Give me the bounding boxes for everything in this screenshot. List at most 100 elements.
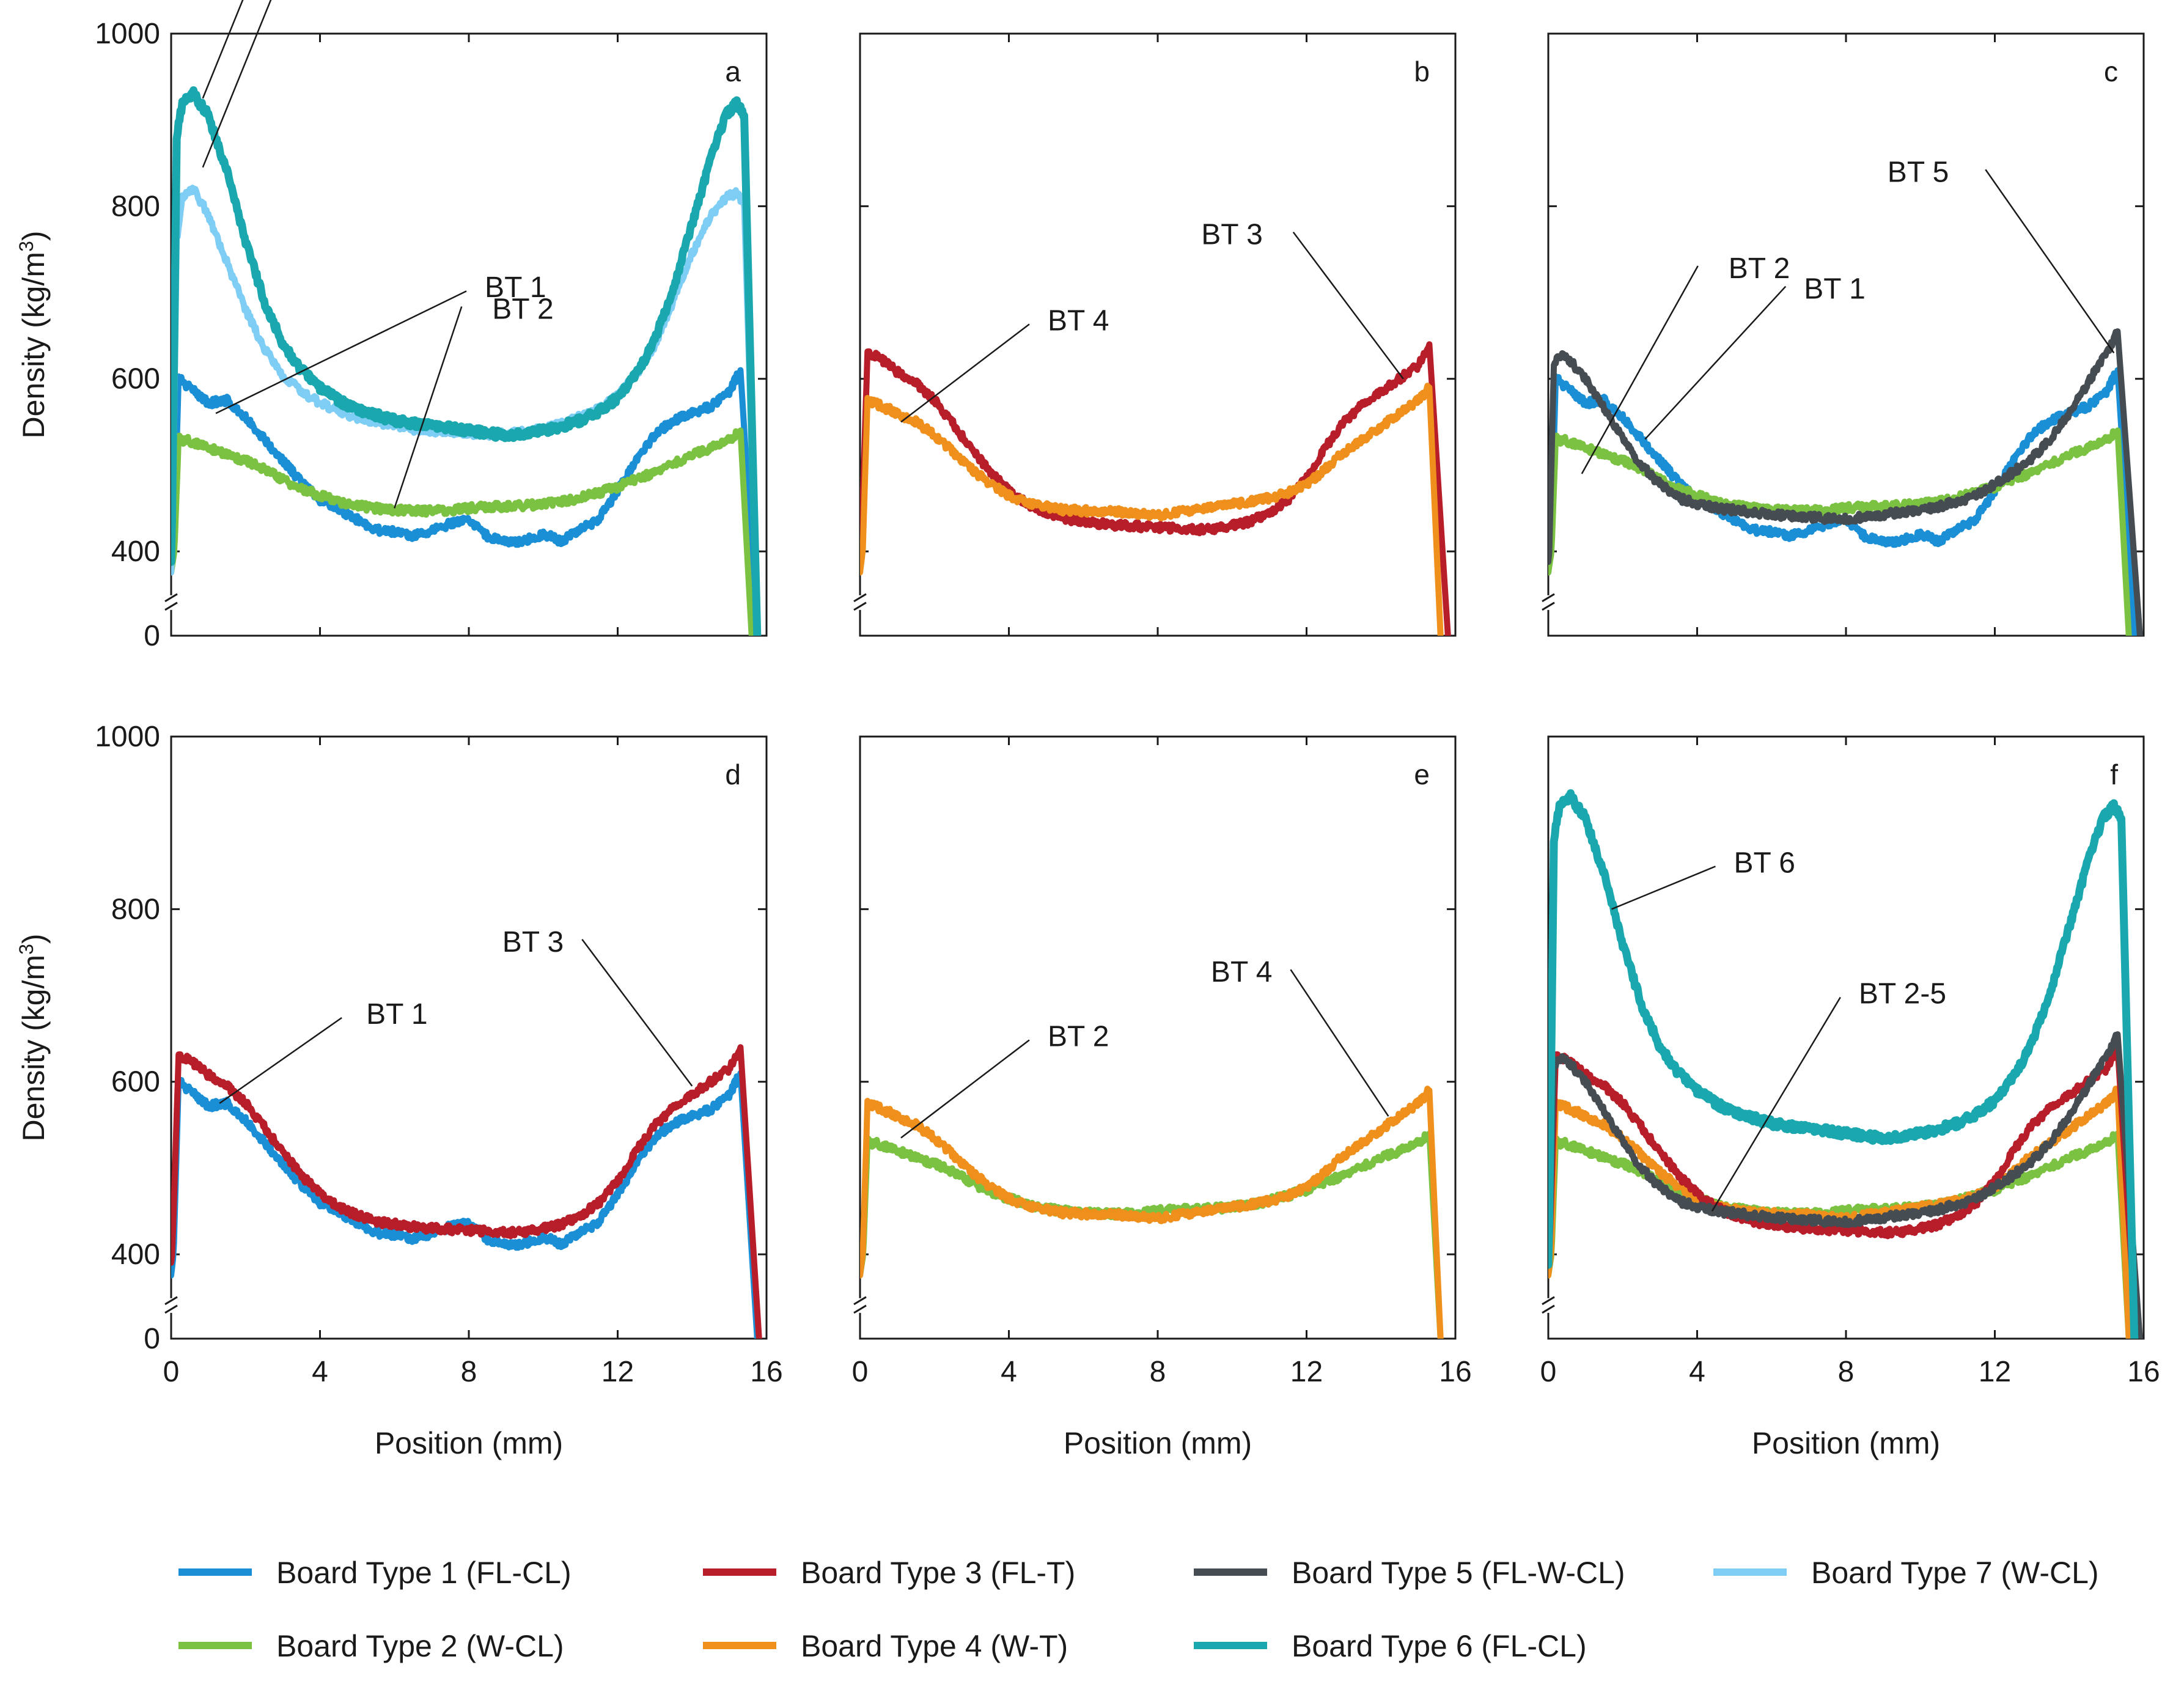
- y-tick-label: 600: [111, 363, 160, 395]
- annotation: BT 2-5: [1711, 978, 1946, 1212]
- annotation-leader: [900, 323, 1030, 423]
- x-tick-label: 16: [750, 1356, 782, 1388]
- annotation-label: BT 2-5: [1859, 978, 1946, 1010]
- x-tick-label: 0: [163, 1356, 180, 1388]
- x-tick-label: 16: [1439, 1356, 1471, 1388]
- y-tick-label: 800: [111, 190, 160, 222]
- panel-b: b BT 4 BT 3: [853, 32, 1457, 637]
- series-group: [1548, 328, 2143, 636]
- plot-frame: [859, 32, 1457, 637]
- x-axis-title: Position (mm): [1752, 1426, 1940, 1460]
- plot-frame: [859, 735, 1457, 1340]
- x-tick-label: 4: [1001, 1356, 1017, 1388]
- legend-label: Board Type 2 (W-CL): [276, 1629, 564, 1663]
- series-line-bt4: [860, 383, 1444, 636]
- legend-label: Board Type 7 (W-CL): [1811, 1556, 2099, 1590]
- y-tick-label: 400: [111, 535, 160, 568]
- annotation-leader: [1611, 866, 1716, 910]
- annotation-label: BT 1: [1804, 273, 1866, 306]
- annotation-label: BT 4: [1048, 304, 1109, 337]
- y-axis-title: Density (kg/m3): [15, 933, 51, 1141]
- y-tick-label: 1000: [95, 18, 160, 50]
- legend-label: Board Type 1 (FL-CL): [276, 1556, 572, 1590]
- panel-d: 0 400 600 800 1000 0 4 8 12 16 d BT 1 BT 3: [95, 721, 782, 1388]
- x-tick-label: 0: [1540, 1356, 1557, 1388]
- legend-entry-bt4: Board Type 4 (W-T): [703, 1629, 1068, 1663]
- panel-c: c BT 2 BT 1 BT 5: [1542, 32, 2145, 637]
- legend-entry-bt6: Board Type 6 (FL-CL): [1194, 1629, 1587, 1663]
- x-tick-label: 12: [601, 1356, 634, 1388]
- legend-label: Board Type 5 (FL-W-CL): [1292, 1556, 1625, 1590]
- annotation-label: BT 6: [1734, 847, 1795, 879]
- annotation-leader: [581, 939, 693, 1087]
- series-line-bt6: [1548, 789, 2139, 1339]
- annotation-label: BT 2: [1048, 1021, 1109, 1053]
- annotation-leader: [1644, 285, 1787, 440]
- legend: Board Type 1 (FL-CL) Board Type 3 (FL-T) B…: [178, 1556, 2099, 1663]
- series-group: [171, 1044, 762, 1339]
- panel-a: 0 400 600 800 1000 a BT 6BT 7 BT 1BT 2: [95, 0, 768, 652]
- annotation: BT 1: [219, 998, 428, 1105]
- axis-titles: Density (kg/m3) Density (kg/m3) Position (…: [15, 230, 1940, 1460]
- plot-frame: [170, 735, 768, 1340]
- x-axis-title: Position (mm): [1064, 1426, 1252, 1460]
- panel-letter: d: [725, 759, 741, 790]
- annotation-leader: [1290, 969, 1389, 1117]
- legend-entry-bt7: Board Type 7 (W-CL): [1713, 1556, 2099, 1590]
- y-tick-label: 1000: [95, 721, 160, 753]
- annotation: BT 6: [202, 0, 244, 99]
- annotation-label: BT 1: [485, 271, 546, 304]
- annotation-leader: [394, 306, 463, 509]
- series-group: [1548, 789, 2143, 1339]
- legend-label: Board Type 3 (FL-T): [801, 1556, 1075, 1590]
- annotation-label: BT 3: [1201, 219, 1263, 251]
- panel-letter: e: [1414, 759, 1430, 790]
- axis-break-mark: [164, 1296, 178, 1314]
- series-line-bt2: [171, 427, 755, 636]
- panel-f: 0 4 8 12 16 f BT 6 BT 2-5: [1540, 735, 2160, 1388]
- annotation-label: BT 5: [1888, 156, 1949, 188]
- series-line-bt5: [1548, 328, 2143, 636]
- annotation-leader: [1581, 265, 1699, 474]
- annotation: BT 2: [900, 1021, 1109, 1139]
- axis-break-mark: [853, 1296, 867, 1314]
- annotation-leader: [1292, 231, 1404, 380]
- annotation-leader: [219, 1017, 342, 1105]
- y-tick-label: 0: [144, 620, 160, 652]
- series-line-bt2: [860, 1130, 1444, 1339]
- series-group: [860, 1086, 1444, 1339]
- y-tick-label: 0: [144, 1323, 160, 1355]
- annotation-leader: [1985, 169, 2115, 354]
- x-tick-label: 12: [1290, 1356, 1323, 1388]
- panel-e: 0 4 8 12 16 e BT 2 BT 4: [852, 735, 1472, 1388]
- panel-letter: b: [1414, 56, 1430, 87]
- x-tick-label: 8: [461, 1356, 477, 1388]
- series-group: [860, 341, 1451, 636]
- annotation: BT 2: [1581, 252, 1790, 474]
- x-tick-label: 4: [312, 1356, 328, 1388]
- plot-frame: [170, 32, 768, 637]
- y-axis-title: Density (kg/m3): [15, 230, 51, 438]
- x-tick-label: 4: [1689, 1356, 1705, 1388]
- x-tick-label: 12: [1979, 1356, 2011, 1388]
- annotation: BT 1: [215, 271, 546, 414]
- series-line-bt3: [860, 341, 1451, 636]
- annotation-leader: [215, 290, 467, 414]
- series-line-bt7: [171, 185, 760, 636]
- panel-letter: a: [725, 56, 741, 87]
- annotation-leader: [202, 0, 272, 168]
- plot-frame: [1547, 735, 2145, 1340]
- axis-break-mark: [1542, 1296, 1555, 1314]
- x-axis-title: Position (mm): [375, 1426, 563, 1460]
- x-tick-label: 8: [1838, 1356, 1855, 1388]
- axis-break-mark: [1542, 593, 1555, 611]
- x-tick-label: 16: [2127, 1356, 2160, 1388]
- x-tick-label: 8: [1150, 1356, 1166, 1388]
- series-line-bt5: [1548, 1031, 2143, 1339]
- series-line-bt3: [1548, 1044, 2139, 1339]
- legend-entry-bt3: Board Type 3 (FL-T): [703, 1556, 1075, 1590]
- annotation-label: BT 4: [1211, 956, 1273, 988]
- y-tick-label: 800: [111, 893, 160, 925]
- annotation: BT 6: [1611, 847, 1795, 910]
